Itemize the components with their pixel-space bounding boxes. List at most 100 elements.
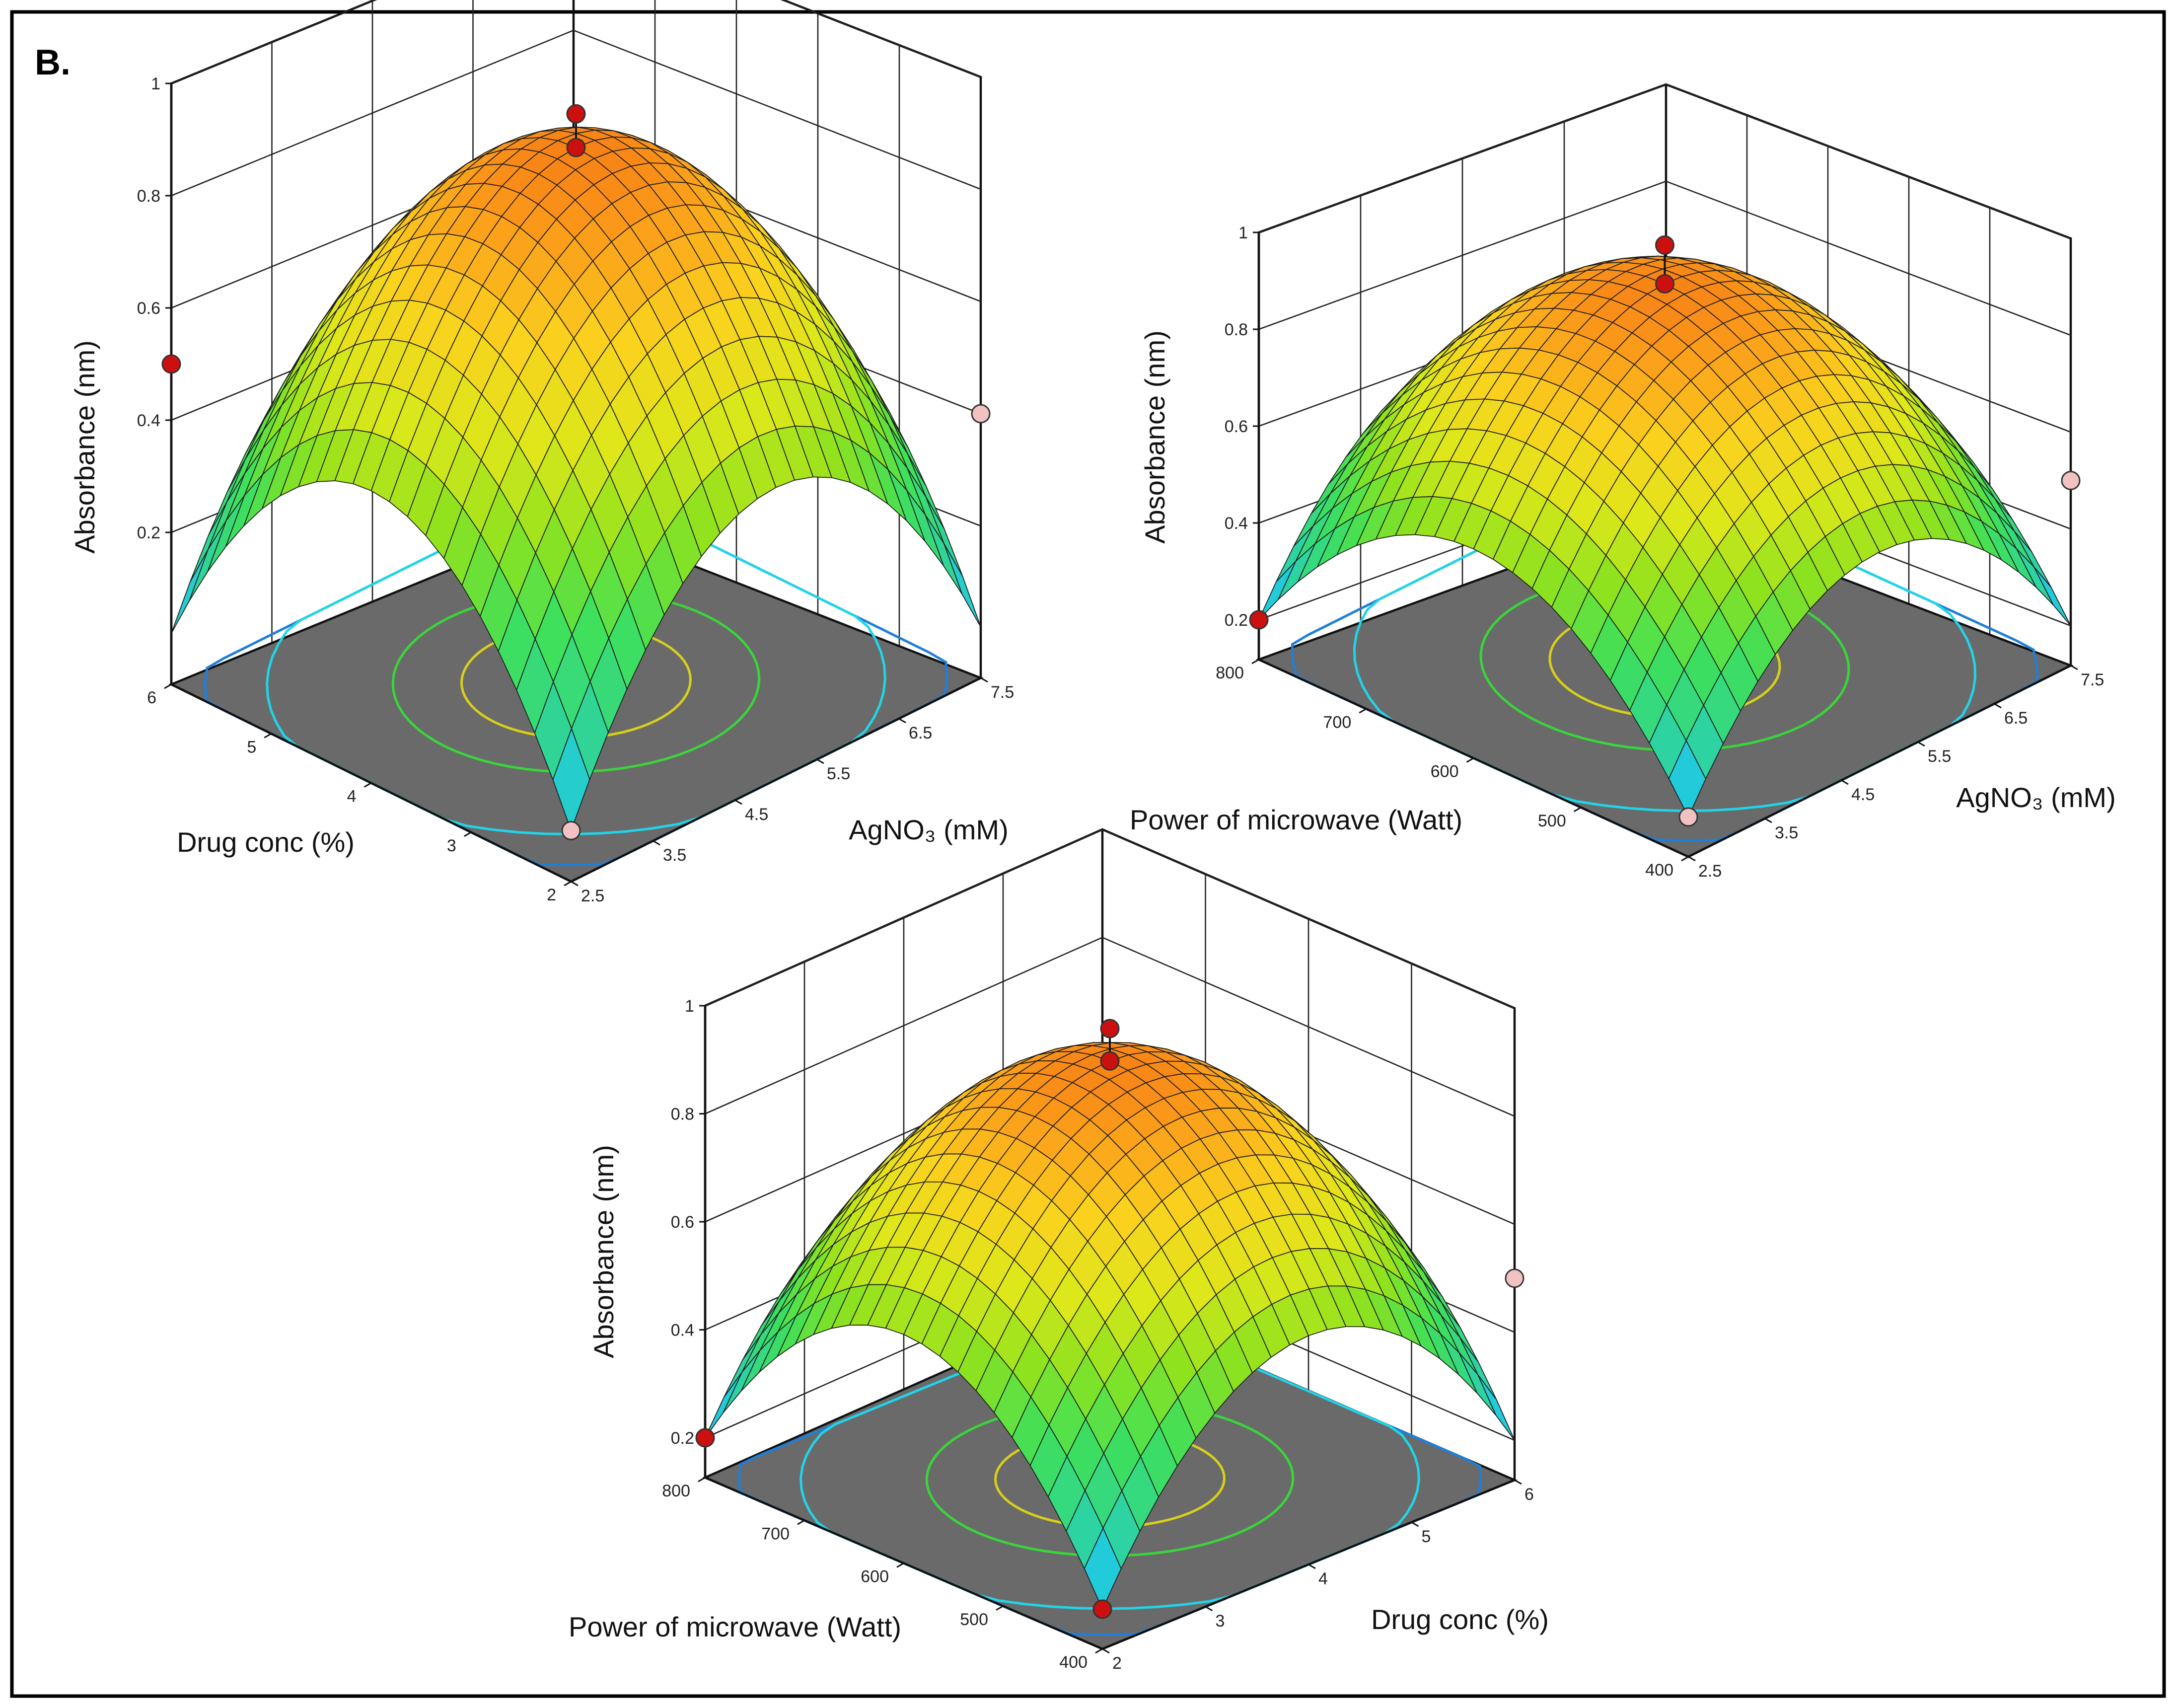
x-tick-label: 7.5 [991, 683, 1014, 702]
x-tick [2070, 665, 2078, 670]
z-tick-label: 0.4 [1225, 514, 1248, 533]
y-tick-label: 3 [447, 836, 456, 855]
axes: 2 3 4 5 6 400 500 600 700 800 0.2 0.4 0.6 0.8 1 Drug co… [569, 997, 1549, 1673]
x-tick-label: 4 [1318, 1569, 1328, 1588]
z-tick-label: 0.6 [671, 1213, 694, 1232]
design-point [1505, 1268, 1524, 1288]
design-point [1249, 610, 1269, 630]
z-axis-title: Absorbance (nm) [1139, 330, 1170, 544]
x-tick-label: 7.5 [2081, 670, 2104, 689]
z-tick-label: 0.8 [137, 187, 160, 206]
x-tick-label: 2.5 [581, 887, 604, 905]
x-tick-label: 2 [1112, 1654, 1122, 1673]
wall-level-line [705, 828, 1515, 1009]
z-tick-label: 0.6 [137, 299, 160, 318]
floor-front-edges [705, 1476, 1515, 1650]
design-point [566, 138, 586, 157]
y-tick [1251, 659, 1259, 665]
z-tick-label: 0.2 [137, 523, 160, 542]
y-tick [698, 1477, 706, 1483]
x-tick-label: 4.5 [1851, 785, 1875, 804]
x-axis-title: Drug conc (%) [1371, 1604, 1549, 1635]
design-point [695, 1428, 715, 1448]
y-tick-label: 400 [1059, 1653, 1088, 1672]
x-axis-title: AgNO₃ (mM) [1956, 782, 2115, 813]
z-axis-title: Absorbance (nm) [588, 1145, 619, 1358]
y-axis-title: Power of microwave (Watt) [1130, 804, 1462, 835]
x-axis-title: AgNO₃ (mM) [849, 814, 1008, 845]
axes: 2.5 3.5 4.5 5.5 6.5 7.5 400 500 600 700 800 0.2 0.4 0… [1130, 223, 2116, 881]
design-point [1092, 1599, 1112, 1619]
z-tick-label: 1 [685, 997, 694, 1016]
x-tick-label: 6.5 [909, 724, 932, 743]
y-tick-label: 600 [1431, 762, 1459, 781]
z-tick-label: 0.8 [671, 1105, 694, 1124]
design-point [566, 104, 586, 124]
z-tick-label: 1 [151, 74, 160, 93]
wall-level-line [1258, 180, 2071, 336]
axes: 2.5 3.5 4.5 5.5 6.5 7.5 2 3 4 5 6 0.2 0.4 0.6 0.8 1 AgNO… [69, 74, 1014, 905]
z-axis-title: Absorbance (nm) [69, 340, 100, 554]
wall-level-line [705, 937, 1515, 1117]
design-point [161, 354, 181, 374]
z-tick-label: 0.8 [1225, 320, 1248, 339]
x-tick-label: 3.5 [663, 846, 686, 865]
y-tick-label: 2 [547, 886, 556, 904]
response-surface [705, 1042, 1515, 1610]
x-tick [980, 677, 988, 683]
x-tick [1514, 1479, 1522, 1485]
surface-patch [552, 728, 590, 831]
z-tick-label: 0.4 [671, 1321, 694, 1340]
z-tick-label: 0.4 [137, 411, 160, 430]
y-tick-label: 5 [247, 738, 256, 756]
design-point [1655, 235, 1674, 255]
x-tick-label: 5.5 [1928, 747, 1951, 766]
x-tick-label: 3.5 [1775, 823, 1798, 842]
surface-plot-drug-conc-microwave: 2 3 4 5 6 400 500 600 700 800 0.2 0.4 0.6 0.8 1 Drug co… [569, 828, 1549, 1673]
design-point [1100, 1051, 1120, 1071]
y-tick [164, 683, 172, 689]
y-tick-label: 800 [662, 1482, 690, 1500]
y-tick-label: 500 [1538, 812, 1566, 830]
design-points [1249, 235, 2081, 827]
surface-plot-agno3-microwave: 2.5 3.5 4.5 5.5 6.5 7.5 400 500 600 700 800 0.2 0.4 0… [1130, 83, 2116, 881]
surface-patch [1668, 740, 1706, 817]
y-tick-label: 6 [147, 688, 156, 707]
surface-patch [1084, 1527, 1122, 1610]
wall-level-line [171, 0, 981, 84]
y-tick-label: 800 [1216, 664, 1244, 682]
y-tick-label: 700 [1323, 713, 1352, 732]
y-axis-title: Drug conc (%) [177, 826, 355, 858]
x-tick-label: 5.5 [827, 764, 850, 783]
x-tick-label: 6.5 [2004, 709, 2028, 728]
response-surface [1258, 255, 2071, 817]
y-axis-title: Power of microwave (Watt) [569, 1611, 901, 1642]
y-tick-label: 600 [861, 1567, 889, 1586]
response-surface [171, 127, 981, 831]
surface-plot-agno3-drug-conc: 2.5 3.5 4.5 5.5 6.5 7.5 2 3 4 5 6 0.2 0.4 0.6 0.8 1 AgNO… [69, 0, 1014, 905]
x-tick-label: 5 [1422, 1527, 1431, 1546]
design-point [1655, 274, 1674, 294]
z-tick-label: 1 [1238, 223, 1248, 242]
floor-front-edges [1258, 658, 2072, 858]
design-points [161, 104, 991, 840]
wall-level-line [171, 29, 981, 197]
x-tick-label: 2.5 [1698, 862, 1722, 881]
design-point [561, 820, 581, 840]
z-tick-label: 0.6 [1225, 417, 1248, 436]
design-point [1100, 1019, 1120, 1039]
wall-level-line [1258, 83, 2071, 239]
panel-label: B. [35, 43, 71, 82]
x-tick-label: 3 [1216, 1612, 1225, 1631]
y-tick-label: 4 [347, 787, 357, 806]
design-point [1678, 807, 1698, 827]
design-points [695, 1019, 1524, 1619]
z-tick-label: 0.2 [671, 1429, 694, 1448]
y-tick-label: 400 [1645, 861, 1673, 880]
design-point [2061, 471, 2081, 490]
y-tick-label: 700 [761, 1524, 790, 1543]
x-tick-label: 6 [1524, 1485, 1534, 1504]
y-tick-label: 500 [960, 1610, 988, 1629]
z-tick-label: 0.2 [1225, 611, 1248, 630]
